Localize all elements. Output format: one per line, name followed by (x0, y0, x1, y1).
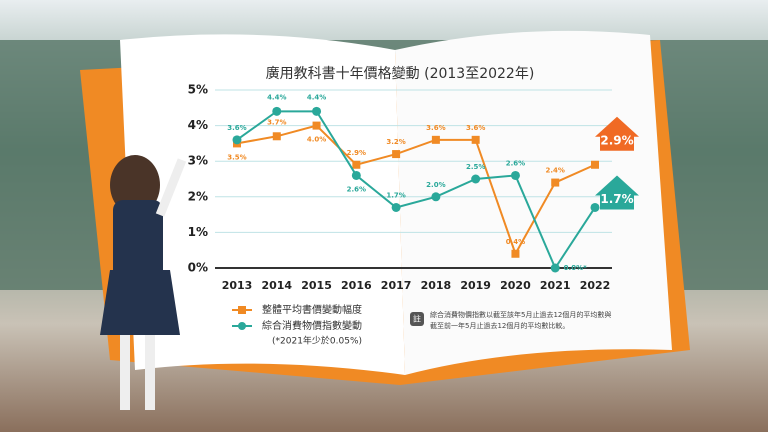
point (590, 202, 600, 212)
value-label: 4.4% (267, 93, 286, 101)
y-tick-label: 2% (188, 189, 208, 203)
callout-arrow (595, 116, 639, 151)
note: (*2021年少於0.05%) (272, 335, 362, 347)
series-line (236, 110, 596, 271)
x-tick-label: 2020 (500, 279, 531, 292)
value-label: 2.5% (466, 163, 485, 171)
legend: 整體平均書價變動幅度 綜合消費物價指數變動 (*2021年少於0.05%) (232, 303, 362, 347)
series-line (236, 124, 596, 257)
point (272, 132, 281, 141)
x-tick-label: 2014 (261, 279, 292, 292)
footnote-badge (410, 312, 424, 326)
point (351, 170, 361, 180)
point (352, 160, 361, 169)
value-label: 3.7% (267, 118, 286, 126)
x-tick-label: 2013 (222, 279, 253, 292)
value-label: 1.7% (600, 192, 633, 206)
point (550, 263, 560, 273)
point (510, 170, 520, 180)
point (391, 202, 401, 212)
point (431, 192, 441, 202)
value-label: 2.9% (347, 149, 366, 157)
point (272, 106, 282, 116)
footnote: 截至前一年5月止過去12個月的平均數比較。 (430, 321, 569, 330)
y-tick-label: 5% (188, 83, 208, 97)
y-tick-label: 1% (188, 225, 208, 239)
y-tick-label: 0% (188, 261, 208, 275)
x-tick-label: 2016 (341, 279, 372, 292)
girl (100, 155, 187, 410)
value-label: 1.7% (386, 191, 405, 199)
value-label: 3.6% (426, 124, 445, 132)
point (471, 174, 481, 184)
point (392, 150, 401, 159)
value-label: 0.0%* (564, 264, 587, 272)
value-label: 0.4% (506, 238, 525, 246)
value-label: 2.9% (600, 133, 633, 147)
x-tick-label: 2015 (301, 279, 332, 292)
value-label: 4.0% (307, 136, 326, 144)
book-page-right (395, 30, 672, 375)
value-label: 2.0% (426, 181, 445, 189)
x-tick-label: 2022 (580, 279, 611, 292)
value-label: 3.6% (466, 124, 485, 132)
legend-marker (238, 306, 246, 314)
legend-label: 整體平均書價變動幅度 (262, 303, 362, 316)
point (591, 160, 599, 169)
value-label: 3.6% (227, 124, 246, 132)
x-tick-label: 2018 (421, 279, 452, 292)
legend-marker (238, 322, 246, 330)
point (471, 135, 480, 144)
legend-label: 綜合消費物價指數變動 (262, 319, 362, 332)
value-label: 2.4% (546, 167, 565, 175)
x-tick-label: 2019 (460, 279, 491, 292)
x-tick-label: 2021 (540, 279, 571, 292)
value-label: 2.6% (347, 185, 366, 193)
point (232, 135, 242, 145)
point (312, 106, 322, 116)
point (511, 249, 520, 258)
x-tick-label: 2017 (381, 279, 412, 292)
value-label: 3.2% (386, 138, 405, 146)
book-page-left (120, 34, 405, 375)
value-label: 3.5% (227, 153, 246, 161)
y-tick-label: 4% (188, 118, 208, 132)
chart-title: 廣用教科書十年價格變動 (2013至2022年) (266, 65, 535, 82)
value-label: 2.6% (506, 159, 525, 167)
y-tick-label: 3% (188, 154, 208, 168)
point (312, 121, 321, 130)
point (551, 178, 560, 187)
footnote-mark: 註 (413, 314, 421, 324)
callout-arrow (595, 175, 639, 210)
footnote: 綜合消費物價指數以截至該年5月止過去12個月的平均數與 (430, 310, 611, 319)
point (431, 135, 440, 144)
value-label: 4.4% (307, 93, 326, 101)
